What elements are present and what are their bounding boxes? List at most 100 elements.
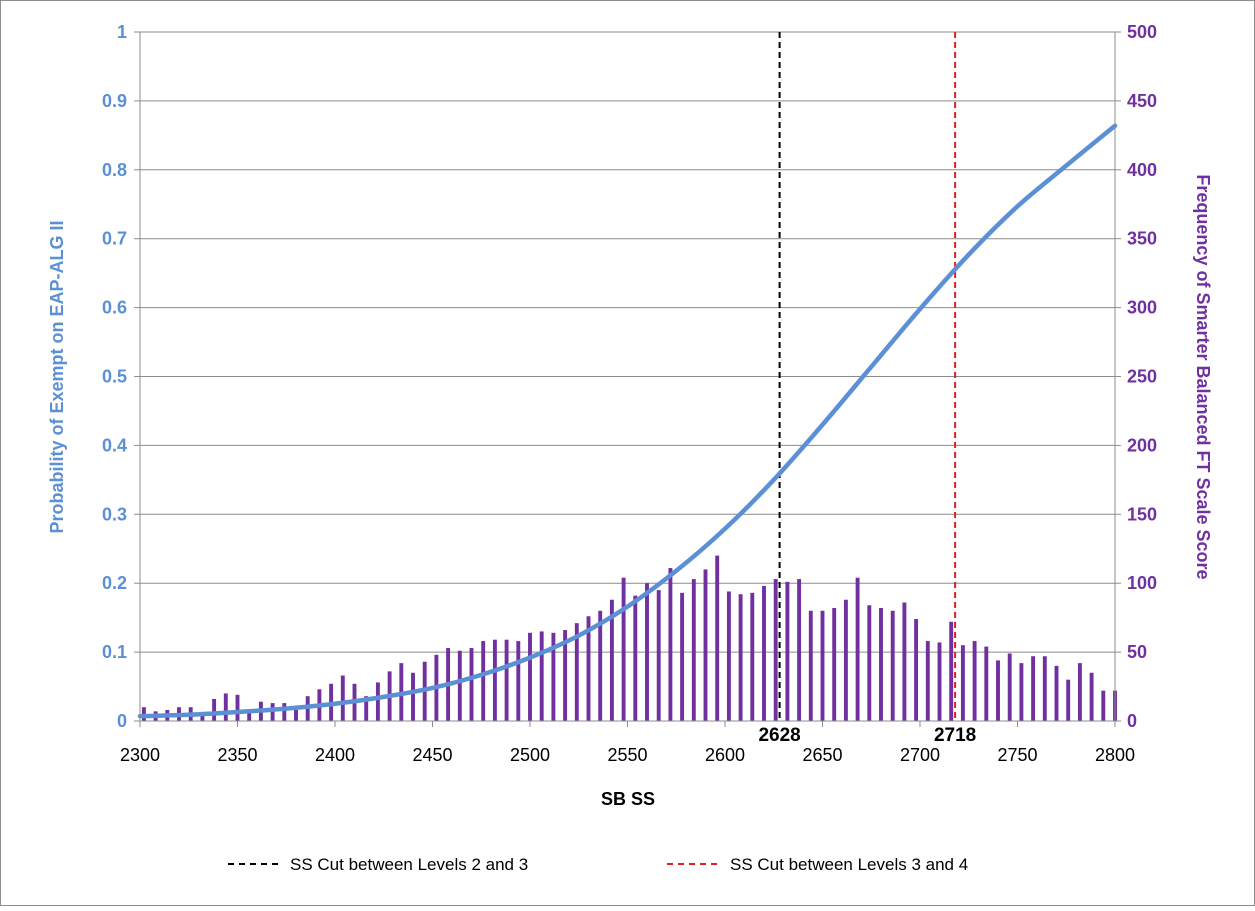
bar xyxy=(340,675,345,721)
x-tick-label: 2400 xyxy=(315,745,355,765)
bar xyxy=(1019,663,1024,721)
right-tick-label: 500 xyxy=(1127,22,1157,42)
left-tick-label: 0.8 xyxy=(102,160,127,180)
bar xyxy=(563,630,568,721)
bar xyxy=(750,592,755,721)
bar xyxy=(668,568,673,721)
bar xyxy=(1101,690,1106,721)
right-tick-label: 250 xyxy=(1127,367,1157,387)
bar xyxy=(797,579,802,721)
bar xyxy=(972,641,977,721)
bar xyxy=(364,696,369,721)
bar xyxy=(843,599,848,721)
right-tick-label: 200 xyxy=(1127,435,1157,455)
right-tick-label: 100 xyxy=(1127,573,1157,593)
bar xyxy=(574,623,579,721)
right-tick-label: 0 xyxy=(1127,711,1137,731)
probability-line xyxy=(137,123,1118,719)
legend: SS Cut between Levels 2 and 3 SS Cut bet… xyxy=(228,855,968,874)
bar xyxy=(1031,656,1036,721)
left-tick-label: 0.3 xyxy=(102,504,127,524)
bar xyxy=(200,714,205,721)
bar xyxy=(925,641,930,721)
legend-label-cut-2-3: SS Cut between Levels 2 and 3 xyxy=(290,855,528,874)
bar xyxy=(832,608,837,721)
legend-label-cut-3-4: SS Cut between Levels 3 and 4 xyxy=(730,855,968,874)
bar xyxy=(914,619,919,721)
bar xyxy=(890,610,895,721)
bar xyxy=(633,595,638,721)
left-tick-label: 0.7 xyxy=(102,229,127,249)
axes xyxy=(134,31,1121,727)
x-tick-label: 2600 xyxy=(705,745,745,765)
bar xyxy=(808,610,813,721)
bar xyxy=(492,639,497,721)
bar xyxy=(609,599,614,721)
bar xyxy=(1054,665,1059,721)
gridlines xyxy=(140,31,1115,722)
x-tick-label: 2750 xyxy=(997,745,1037,765)
bar xyxy=(738,594,743,721)
bar xyxy=(375,682,380,721)
right-axis-title: Frequency of Smarter Balanced FT Scale S… xyxy=(1193,174,1213,579)
cut-line-label: 2718 xyxy=(934,725,976,746)
bar xyxy=(481,641,486,721)
bar xyxy=(294,709,298,721)
bar xyxy=(820,610,825,721)
bar xyxy=(212,698,217,721)
right-tick-label: 350 xyxy=(1127,229,1157,249)
bar xyxy=(1077,663,1082,721)
right-tick-label: 450 xyxy=(1127,91,1157,111)
x-tick-label: 2650 xyxy=(802,745,842,765)
bar xyxy=(504,639,509,721)
bar xyxy=(457,650,462,721)
bar xyxy=(551,632,556,721)
x-tick-label: 2450 xyxy=(412,745,452,765)
bar xyxy=(247,709,252,721)
bar xyxy=(1089,672,1094,721)
bar xyxy=(773,579,778,721)
left-tick-label: 0.4 xyxy=(102,435,127,455)
bar xyxy=(867,605,872,721)
bar xyxy=(528,632,532,721)
left-tick-label: 0.6 xyxy=(102,298,127,318)
bar xyxy=(996,660,1000,721)
bar xyxy=(223,693,228,721)
cut-line-label: 2628 xyxy=(758,725,800,746)
bar xyxy=(645,583,649,721)
x-tick-label: 2800 xyxy=(1095,745,1135,765)
left-tick-label: 0.1 xyxy=(102,642,127,662)
bar xyxy=(902,602,907,721)
left-tick-label: 1 xyxy=(117,22,127,42)
tick-labels: 2628 2718 0 0.1 0.2 0.3 0.4 0.5 0.6 0.7 0.8 0.9 1 0 50… xyxy=(102,22,1157,765)
bar xyxy=(539,631,544,721)
bar xyxy=(680,592,685,721)
bar xyxy=(411,672,415,721)
bar xyxy=(1007,653,1012,721)
x-axis-title: SB SS xyxy=(601,789,655,809)
bar xyxy=(282,703,287,721)
left-tick-label: 0.5 xyxy=(102,367,127,387)
cut-lines xyxy=(778,32,957,721)
x-tick-label: 2700 xyxy=(900,745,940,765)
left-tick-label: 0.9 xyxy=(102,91,127,111)
right-tick-label: 300 xyxy=(1127,298,1157,318)
x-tick-label: 2550 xyxy=(607,745,647,765)
right-tick-label: 400 xyxy=(1127,160,1157,180)
bar xyxy=(949,621,954,721)
bar xyxy=(703,569,708,721)
bar xyxy=(235,694,240,721)
bar xyxy=(855,577,860,721)
right-tick-label: 150 xyxy=(1127,504,1157,524)
bar xyxy=(586,616,591,721)
bar xyxy=(879,608,883,721)
probability-curve xyxy=(137,123,1118,719)
bar xyxy=(270,703,275,721)
left-tick-label: 0 xyxy=(117,711,127,731)
bar xyxy=(656,590,661,721)
bar xyxy=(715,555,720,721)
bar xyxy=(937,642,942,721)
